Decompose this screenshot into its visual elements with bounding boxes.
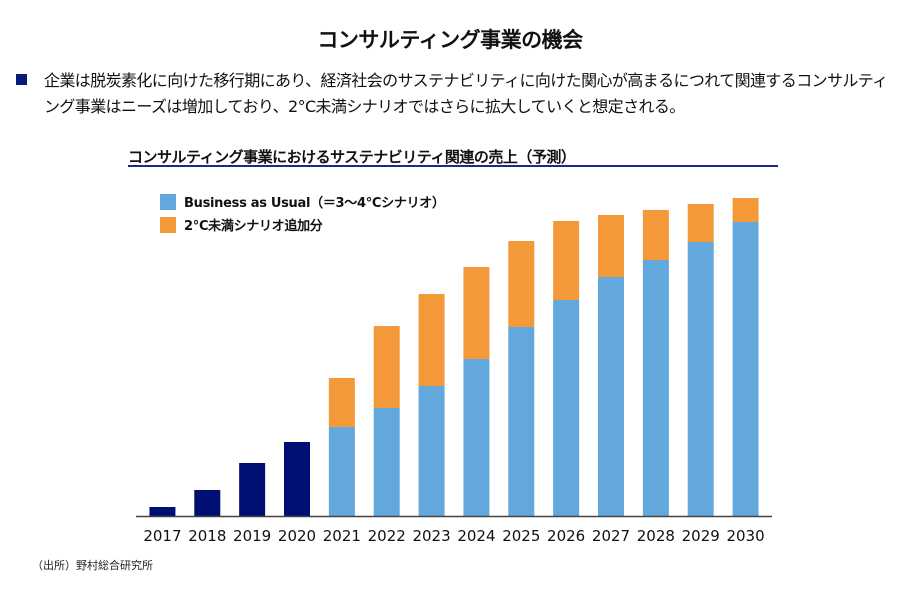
x-tick-label: 2022	[368, 527, 406, 545]
bar-2030-additional	[732, 198, 759, 222]
bar-2025-bau	[508, 327, 535, 516]
bar-2021-additional	[328, 378, 355, 427]
bullet-square-icon	[16, 74, 27, 85]
x-tick-label: 2020	[278, 527, 316, 545]
bar-2019-historical	[239, 463, 266, 516]
bar-2028-additional	[642, 210, 669, 260]
bar-2027-bau	[598, 277, 624, 516]
bar-2024-additional	[463, 267, 490, 359]
bar-2030-bau	[732, 222, 759, 516]
bar-2022-additional	[373, 326, 400, 408]
bar-2021-bau	[328, 427, 355, 516]
legend-label-bau: Business as Usual（＝3〜4°Cシナリオ）	[184, 195, 445, 211]
bar-2026-additional	[553, 221, 580, 300]
bar-2017-historical	[149, 507, 176, 516]
bar-2029-bau	[687, 242, 714, 516]
bar-2026-bau	[553, 300, 580, 516]
bar-2027-additional	[598, 215, 624, 277]
bar-2025-additional	[508, 241, 535, 327]
bullet-text: 企業は脱炭素化に向けた移行期にあり、経済社会のサステナビリティに向けた関心が高ま…	[44, 71, 888, 116]
x-tick-label: 2018	[188, 527, 226, 545]
x-tick-label: 2029	[682, 527, 720, 545]
x-tick-label: 2025	[502, 527, 540, 545]
legend-swatch-bau	[160, 194, 176, 210]
x-tick-label: 2021	[323, 527, 361, 545]
x-tick-label: 2024	[457, 527, 495, 545]
x-tick-label: 2019	[233, 527, 271, 545]
bars	[149, 198, 759, 516]
x-tick-label: 2017	[143, 527, 181, 545]
source-note: （出所）野村総合研究所	[32, 559, 153, 572]
chart-title-underline	[128, 165, 778, 167]
x-tick-label: 2026	[547, 527, 585, 545]
bar-2023-bau	[418, 386, 445, 516]
legend: Business as Usual（＝3〜4°Cシナリオ） 2°C未満シナリオ追加…	[160, 194, 445, 234]
legend-label-additional: 2°C未満シナリオ追加分	[184, 218, 323, 234]
x-tick-label: 2028	[637, 527, 675, 545]
x-tick-label: 2027	[592, 527, 630, 545]
bar-2023-additional	[418, 294, 445, 386]
x-axis-labels: 2017 2018 2019 2020 2021 2022 2023 2024 2025 2026…	[143, 527, 764, 545]
x-tick-label: 2030	[726, 527, 764, 545]
legend-swatch-additional	[160, 217, 176, 233]
bar-2029-additional	[687, 204, 714, 242]
page-title: コンサルティング事業の機会	[317, 28, 583, 52]
bar-2028-bau	[642, 260, 669, 516]
bar-2018-historical	[194, 490, 221, 516]
chart-title: コンサルティング事業におけるサステナビリティ関連の売上（予測）	[128, 148, 576, 166]
x-tick-label: 2023	[412, 527, 450, 545]
bar-2020-historical	[284, 442, 310, 516]
bar-2024-bau	[463, 359, 490, 516]
bar-2022-bau	[373, 408, 400, 516]
